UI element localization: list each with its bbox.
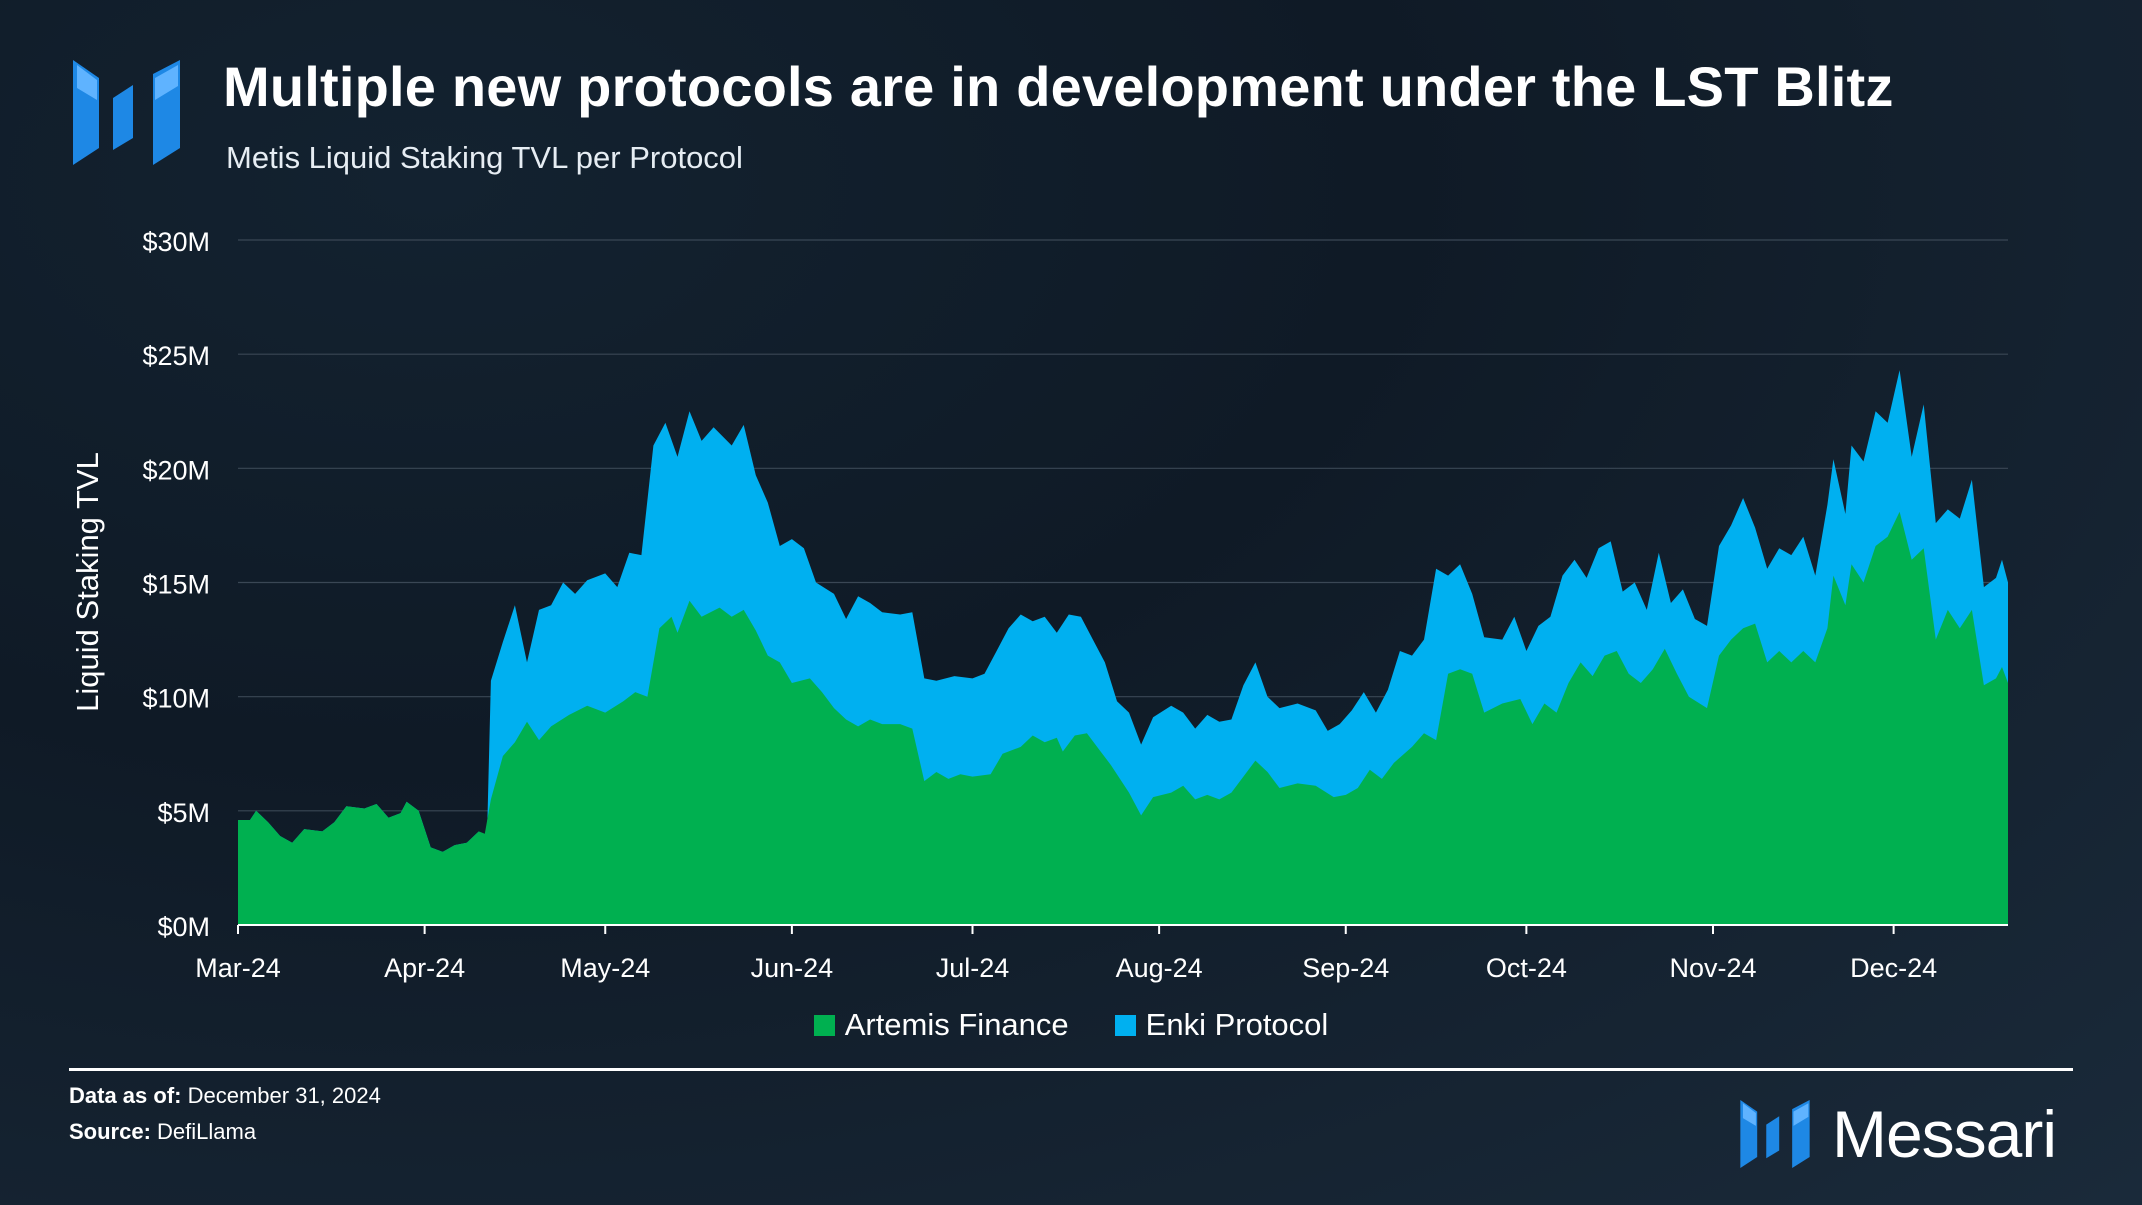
series-area-artemis-finance [238, 511, 2008, 925]
data-as-of-label: Data as of: [69, 1083, 182, 1108]
data-as-of-value: December 31, 2024 [187, 1083, 381, 1108]
x-tick-label: Mar-24 [195, 953, 281, 983]
legend: Artemis Finance Enki Protocol [0, 1007, 2142, 1043]
y-tick-label: $5M [157, 798, 210, 828]
chart-subtitle: Metis Liquid Staking TVL per Protocol [226, 140, 743, 175]
legend-swatch-enki [1114, 1014, 1136, 1036]
legend-label-enki: Enki Protocol [1145, 1007, 1329, 1042]
legend-item-artemis: Artemis Finance [813, 1007, 1069, 1043]
x-tick-label: Apr-24 [384, 953, 465, 983]
y-tick-label: $15M [142, 570, 210, 600]
x-tick-label: Jul-24 [936, 953, 1010, 983]
x-tick-labels: Mar-24 Apr-24 May-24 Jun-24 Jul-24 Aug-24 Sep-… [195, 953, 1937, 983]
x-tick-label: May-24 [560, 953, 650, 983]
x-tick-label: Sep-24 [1302, 953, 1389, 983]
legend-swatch-artemis [813, 1014, 835, 1036]
footer-divider [69, 1068, 2073, 1071]
messari-brand: Messari [1740, 1096, 2057, 1172]
brand-name: Messari [1832, 1097, 2057, 1171]
messari-brand-icon [1740, 1100, 1810, 1168]
source-note: Source: DefiLlama [69, 1119, 256, 1145]
x-tick-label: Aug-24 [1116, 953, 1203, 983]
legend-label-artemis: Artemis Finance [844, 1007, 1069, 1042]
x-tick-label: Nov-24 [1669, 953, 1756, 983]
chart-title: Multiple new protocols are in developmen… [223, 55, 1894, 118]
x-tick-label: Jun-24 [751, 953, 834, 983]
source-value: DefiLlama [157, 1119, 257, 1144]
legend-item-enki: Enki Protocol [1114, 1007, 1329, 1043]
messari-logo-icon [73, 60, 180, 165]
data-as-of-note: Data as of: December 31, 2024 [69, 1083, 381, 1109]
y-tick-label: $30M [142, 227, 210, 257]
y-tick-label: $10M [142, 684, 210, 714]
source-label: Source: [69, 1119, 151, 1144]
y-tick-label: $20M [142, 455, 210, 485]
y-tick-labels: $0M $5M $10M $15M $20M $25M $30M [142, 227, 210, 942]
x-axis [237, 924, 2008, 934]
x-tick-label: Oct-24 [1486, 953, 1567, 983]
y-tick-label: $25M [142, 341, 210, 371]
y-tick-label: $0M [157, 912, 210, 942]
x-tick-label: Dec-24 [1850, 953, 1937, 983]
stacked-areas [238, 370, 2008, 926]
